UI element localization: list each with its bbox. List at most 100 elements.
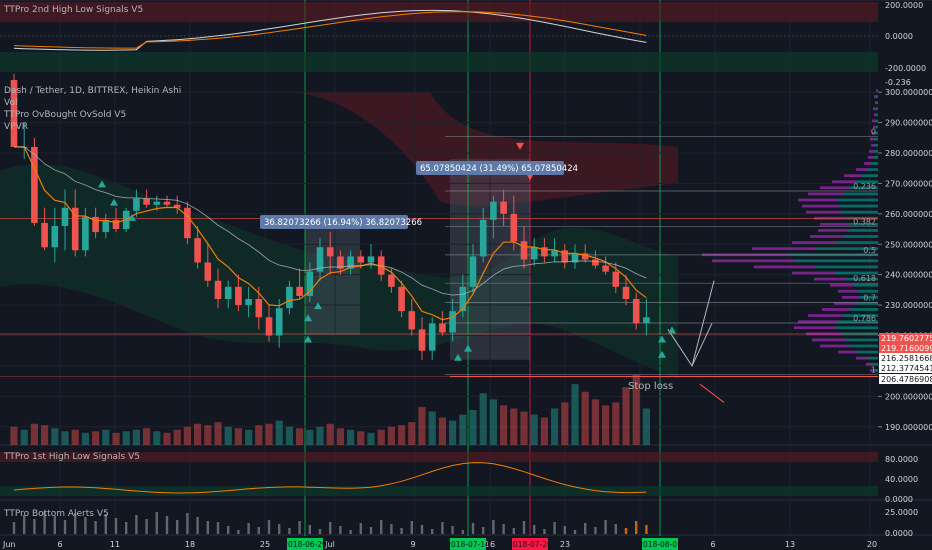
candle-body (439, 323, 446, 333)
alert-bar (196, 517, 199, 534)
main-tick-label: 200.00000000 (885, 392, 932, 401)
up-arrow (314, 302, 322, 310)
candle-body (357, 256, 365, 263)
alert-bar (84, 517, 87, 534)
alert-bar (176, 520, 179, 534)
down-arrow (526, 173, 534, 181)
time-tick-label: 25 (260, 540, 270, 549)
first-signals-panel (0, 452, 878, 496)
up-arrow (658, 350, 666, 358)
p1-tick-label: 80.0000 (885, 455, 918, 464)
vpvr-bar-teal (858, 289, 878, 293)
up-arrow (304, 314, 312, 322)
vpvr-bar-purple (838, 289, 858, 293)
alert-bar (63, 520, 67, 534)
candle-body (306, 271, 314, 296)
up-arrow (128, 213, 136, 221)
volume-bar (183, 426, 191, 445)
vpvr-bar-purple (873, 107, 876, 111)
candle-body (510, 213, 518, 242)
vpvr-bar-teal (849, 344, 878, 348)
vpvr-bar-teal (835, 271, 878, 275)
vpvr-bar-purple (876, 89, 877, 92)
time-axis: Jun 6 11 18 25 Jul 9 16 23 6 13 20 2018-06-29 2018-07… (2, 538, 877, 550)
grid (0, 0, 878, 536)
volume-bar (459, 414, 467, 445)
volume-bar (204, 425, 212, 445)
volume-bar (520, 411, 528, 445)
candle-body (235, 286, 242, 306)
vpvr-bar-purple (868, 156, 873, 159)
time-tick-label: 9 (410, 540, 415, 549)
highlight-date-label: 2018-07-14 (446, 540, 490, 549)
alert-bar (461, 530, 464, 534)
alert-bar (563, 526, 566, 534)
alert-bar (186, 513, 189, 534)
candle-body (479, 219, 487, 257)
highlight-date-bg (642, 538, 678, 550)
fib-label: 0.618 (853, 274, 876, 283)
price-tag-bg (879, 343, 932, 353)
alert-bar (584, 523, 587, 534)
time-tick-label: 16 (485, 540, 495, 549)
alert-bar (53, 516, 56, 534)
main-tick-label: 260.00000000 (885, 210, 932, 219)
vpvr-bar-teal (835, 241, 878, 244)
candle-body (408, 311, 416, 330)
up-arrow (464, 344, 472, 352)
vpvr-bar-purple (872, 119, 875, 123)
main-tick-label: 230.00000000 (885, 301, 932, 310)
highlight-date-label: 2018-08-01 (638, 540, 682, 549)
volume-bar (469, 410, 477, 445)
vpvr-bar-teal (867, 356, 878, 360)
volume-bar (163, 432, 171, 445)
alert-bar (645, 525, 648, 534)
volume-bar (510, 408, 518, 445)
price-axis: 300.00000000 290.00000000 280.00000000 270.… (878, 1, 932, 538)
top-oversold-zone (0, 52, 878, 72)
candle-body (428, 323, 436, 351)
vpvr-bar-purple (832, 180, 855, 184)
volume-bar (367, 432, 375, 445)
candle-body (51, 226, 59, 248)
vpvr-bar-purple (822, 308, 850, 311)
price-tag-text: 212.37745413 (881, 364, 932, 373)
candle-body (112, 219, 120, 230)
vpvr-bar-teal (875, 125, 878, 129)
top-smooth-line (13, 11, 647, 49)
candle-body (92, 216, 99, 233)
alert-bar (482, 527, 485, 534)
vpvr-bar-purple (874, 95, 876, 98)
candle-body (82, 216, 89, 251)
alert-bar (247, 523, 250, 534)
candle-body (418, 329, 426, 351)
vpvr-bar-teal (843, 192, 878, 196)
volume-bar (479, 393, 487, 445)
alert-bar (614, 524, 617, 534)
volume-bar (102, 429, 110, 445)
vpvr-bar-teal (854, 283, 878, 287)
candle-body (286, 286, 293, 309)
candle-body (71, 207, 79, 251)
candle-body (469, 256, 477, 287)
candle-body (643, 317, 650, 324)
candle-body (581, 253, 589, 260)
candle-body (541, 247, 548, 257)
alert-bar (94, 521, 97, 534)
alert-bar (369, 527, 373, 534)
alert-bar (502, 524, 505, 534)
vpvr-bar-teal (815, 247, 878, 251)
alert-bar (451, 526, 454, 534)
candle-body (398, 286, 405, 312)
alert-bar (420, 525, 424, 534)
volume-bar (642, 408, 650, 445)
vpvr-bar-purple (866, 362, 872, 366)
candle-body (561, 250, 569, 263)
candle-body (224, 286, 232, 299)
alert-bar (512, 528, 515, 534)
volume-bars (10, 375, 650, 445)
volume-bar (591, 399, 599, 445)
fib-label: 0.236 (853, 182, 876, 191)
top-tick-label: -200.0000 (885, 64, 926, 73)
